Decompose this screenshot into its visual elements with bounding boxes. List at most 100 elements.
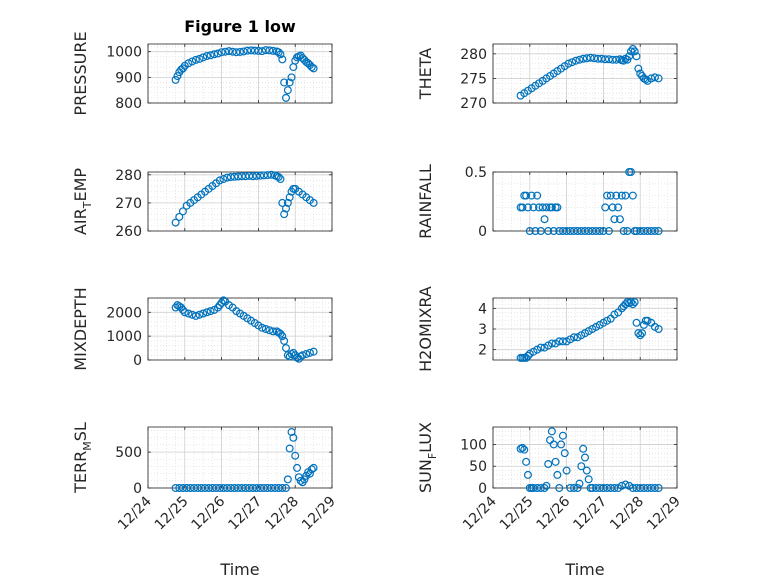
data-point bbox=[278, 484, 287, 493]
data-point bbox=[309, 64, 318, 73]
data-point bbox=[171, 218, 180, 227]
data-point bbox=[654, 227, 663, 236]
data-point bbox=[267, 170, 276, 179]
y-tick-label: 270 bbox=[460, 96, 487, 112]
data-point bbox=[309, 347, 318, 356]
data-point bbox=[280, 78, 289, 87]
y-tick-label: 4 bbox=[478, 301, 487, 317]
data-point bbox=[206, 51, 215, 60]
data-point bbox=[638, 329, 647, 338]
subplot-4: 0 0.5 RAINFALL bbox=[416, 164, 678, 240]
y-tick-label: 0 bbox=[133, 353, 142, 369]
subplot-6: 2 3 4 H2OMIXRA bbox=[416, 286, 678, 372]
data-point bbox=[283, 86, 292, 95]
data-point bbox=[540, 484, 549, 493]
x-tick-label: 12/28 bbox=[607, 494, 647, 534]
x-tick-label: 12/29 bbox=[644, 494, 684, 534]
data-point bbox=[555, 484, 564, 493]
y-tick-label: 1000 bbox=[106, 45, 142, 61]
data-point bbox=[606, 191, 615, 200]
data-point bbox=[239, 47, 248, 56]
data-point bbox=[217, 48, 226, 57]
data-point bbox=[654, 74, 663, 83]
data-point bbox=[654, 484, 663, 493]
data-point bbox=[282, 204, 291, 213]
data-point bbox=[278, 55, 287, 64]
x-tick-label: 12/25 bbox=[497, 494, 537, 534]
data-point bbox=[287, 350, 296, 359]
y-axis-label: H2OMIXRA bbox=[416, 286, 435, 372]
data-point bbox=[518, 443, 527, 452]
y-tick-label: 50 bbox=[469, 459, 487, 475]
y-tick-label: 280 bbox=[115, 168, 142, 184]
subplot-1: 800 900 1000 PRESSURE Figure 1 low bbox=[71, 17, 333, 116]
axes-frame bbox=[147, 297, 333, 361]
data-point bbox=[547, 203, 556, 212]
data-point bbox=[577, 462, 586, 471]
y-axis-label: TERRMSL bbox=[71, 422, 94, 494]
data-point bbox=[307, 63, 316, 72]
data-point bbox=[258, 323, 267, 332]
y-tick-label: 0 bbox=[133, 481, 142, 497]
data-point bbox=[569, 484, 578, 493]
data-point bbox=[582, 466, 591, 475]
data-point bbox=[542, 203, 551, 212]
data-point bbox=[560, 449, 569, 458]
x-tick-label: 12/26 bbox=[534, 493, 574, 533]
x-tick-label: 12/27 bbox=[225, 494, 265, 534]
data-point bbox=[171, 75, 180, 84]
data-point bbox=[191, 311, 200, 320]
data-point bbox=[283, 198, 292, 207]
data-point bbox=[540, 215, 549, 224]
data-point bbox=[278, 332, 287, 341]
data-point bbox=[219, 175, 228, 184]
data-point bbox=[599, 227, 608, 236]
data-point bbox=[282, 344, 291, 353]
data-point bbox=[558, 431, 567, 440]
data-point bbox=[632, 52, 641, 61]
data-point bbox=[522, 457, 531, 466]
data-point bbox=[523, 203, 532, 212]
data-point bbox=[171, 303, 180, 312]
axes-frame bbox=[492, 426, 678, 489]
data-point bbox=[603, 191, 612, 200]
data-point bbox=[604, 227, 613, 236]
data-point bbox=[274, 173, 283, 182]
subplot-5: 0 1000 2000 MIXDEPTH bbox=[71, 287, 333, 371]
data-point bbox=[557, 440, 566, 449]
data-point bbox=[213, 49, 222, 58]
data-point bbox=[634, 64, 643, 73]
x-tick-label: 12/26 bbox=[189, 493, 229, 533]
data-point bbox=[217, 298, 226, 307]
data-point bbox=[654, 325, 663, 334]
data-point bbox=[520, 445, 529, 454]
data-point bbox=[184, 309, 193, 318]
data-point bbox=[610, 484, 619, 493]
y-axis-label: RAINFALL bbox=[416, 164, 435, 239]
data-point bbox=[586, 53, 595, 62]
data-point bbox=[630, 47, 639, 56]
data-point bbox=[305, 469, 314, 478]
data-point bbox=[180, 308, 189, 317]
data-point bbox=[547, 427, 556, 436]
data-point bbox=[525, 227, 534, 236]
data-point bbox=[650, 484, 659, 493]
data-point bbox=[568, 58, 577, 67]
data-point bbox=[178, 207, 187, 216]
y-tick-label: 275 bbox=[460, 71, 487, 87]
data-point bbox=[285, 78, 294, 87]
y-axis-label: SUNFLUX bbox=[416, 422, 439, 493]
data-point bbox=[615, 215, 624, 224]
data-point bbox=[527, 191, 536, 200]
data-point bbox=[276, 50, 285, 59]
data-point bbox=[608, 203, 617, 212]
data-point bbox=[285, 444, 294, 453]
data-point bbox=[553, 203, 562, 212]
data-point bbox=[178, 305, 187, 314]
data-point bbox=[224, 47, 233, 56]
data-point bbox=[523, 470, 532, 479]
data-point bbox=[575, 55, 584, 64]
data-point bbox=[610, 215, 619, 224]
axes-background bbox=[148, 172, 332, 231]
